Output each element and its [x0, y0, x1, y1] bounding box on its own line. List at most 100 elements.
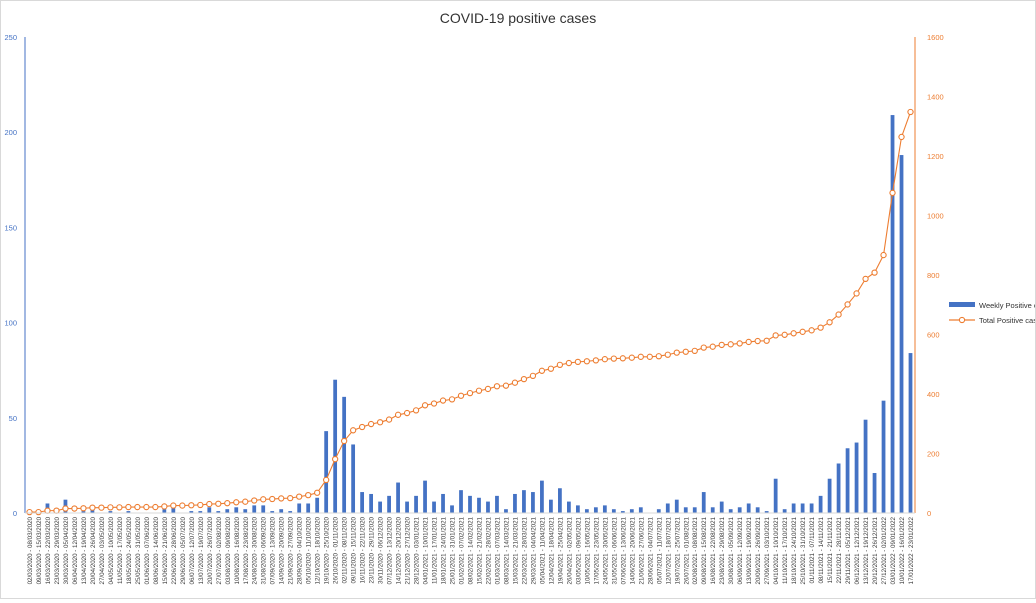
weekly-bar [854, 442, 859, 513]
total-cases-point [898, 133, 905, 141]
total-cases-point [421, 402, 429, 409]
total-cases-point [691, 347, 698, 355]
left-tick-label: 200 [4, 128, 17, 137]
total-cases-point [188, 502, 195, 509]
x-tick-label: 01/03/2021 - 07/03/2021 [494, 516, 501, 584]
x-tick-label: 31/05/2021 - 06/06/2021 [611, 516, 618, 584]
weekly-bar [306, 503, 311, 513]
total-cases-point [367, 420, 375, 428]
total-cases-point [439, 397, 447, 404]
x-tick-label: 29/06/2020 - 05/07/2020 [180, 516, 187, 584]
x-tick-label: 12/10/2020 - 18/10/2020 [315, 516, 322, 584]
weekly-bar [755, 507, 760, 513]
weekly-bar [369, 493, 373, 513]
total-cases-point [323, 476, 330, 484]
weekly-bar [477, 497, 481, 513]
total-cases-point [116, 504, 123, 511]
x-tick-label: 07/09/2020 - 13/09/2020 [270, 516, 277, 584]
total-cases-point [601, 356, 608, 363]
weekly-bar [189, 511, 194, 513]
total-cases-point [538, 367, 546, 374]
x-tick-label: 10/05/2021 - 16/05/2021 [584, 516, 591, 584]
total-cases-point [89, 504, 96, 511]
x-tick-label: 18/05/2020 - 24/05/2020 [126, 516, 133, 584]
x-tick-label: 30/03/2020 - 05/04/2020 [63, 516, 70, 584]
legend: Weekly Positive case Total Positive case… [949, 301, 1036, 325]
x-tick-label: 15/03/2021 - 21/03/2021 [512, 516, 519, 584]
x-tick-label: 06/07/2020 - 12/07/2020 [189, 516, 196, 584]
weekly-bar [773, 478, 778, 513]
x-tick-label: 23/08/2021 - 29/08/2021 [719, 516, 726, 584]
total-cases-point [430, 400, 438, 407]
x-tick-label: 06/04/2020 - 12/04/2020 [72, 516, 79, 584]
weekly-bar [468, 495, 472, 513]
x-tick-label: 27/12/2021 - 02/01/2022 [881, 516, 888, 584]
weekly-bar [279, 509, 284, 513]
weekly-bar [701, 492, 706, 513]
right-tick-label: 400 [927, 390, 940, 399]
total-cases-point [592, 357, 600, 364]
weekly-bar [665, 503, 670, 513]
weekly-bar [441, 493, 445, 513]
x-tick-label: 27/04/2020 - 03/05/2020 [99, 516, 106, 584]
total-cases-point [574, 358, 582, 366]
total-cases-point [610, 355, 617, 362]
x-tick-label: 01/11/2021 - 07/11/2021 [809, 516, 816, 583]
total-cases-point [871, 269, 878, 276]
weekly-bar [297, 503, 302, 513]
x-tick-label: 22/03/2021 - 28/03/2021 [521, 516, 528, 584]
weekly-bar [351, 444, 356, 513]
weekly-bar [872, 473, 877, 513]
weekly-bar [549, 499, 553, 513]
weekly-bar [836, 463, 841, 513]
x-tick-label: 10/08/2020 - 16/08/2020 [234, 516, 241, 584]
x-tick-label: 28/12/2020 - 03/01/2021 [414, 516, 421, 584]
x-tick-label: 11/05/2020 - 17/05/2020 [117, 516, 124, 584]
total-cases-point [718, 341, 725, 349]
weekly-bar [495, 495, 499, 513]
weekly-bar [234, 507, 239, 513]
total-cases-point [233, 499, 240, 506]
x-tick-label: 20/12/2021 - 26/12/2021 [872, 516, 879, 584]
weekly-bar [881, 400, 886, 513]
x-tick-label: 22/06/2020 - 28/06/2020 [171, 516, 178, 584]
total-cases-point [736, 340, 743, 347]
total-cases-point [394, 411, 402, 418]
x-tick-label: 22/02/2021 - 28/02/2021 [485, 516, 492, 584]
x-tick-label: 26/10/2020 - 01/11/2020 [333, 516, 340, 584]
total-cases-point [305, 491, 312, 499]
weekly-bar [575, 505, 580, 513]
x-tick-label: 28/09/2020 - 04/10/2020 [297, 516, 304, 584]
weekly-bar [611, 509, 616, 513]
total-cases-point [817, 324, 824, 331]
total-cases-point [763, 337, 770, 344]
total-cases-point [619, 355, 626, 362]
right-y-axis: 0 200 400 600 800 1000 1200 1400 1600 [914, 33, 944, 518]
total-cases-point [98, 504, 105, 511]
right-tick-label: 1200 [927, 152, 944, 161]
total-cases-point [170, 502, 177, 509]
weekly-bar [342, 396, 347, 513]
x-tick-label: 11/10/2021 - 17/10/2021 [782, 516, 789, 584]
total-cases-point [385, 416, 393, 423]
legend-swatch-weekly [949, 302, 975, 307]
x-tick-label: 13/12/2021 - 19/12/2021 [863, 516, 870, 584]
x-tick-label: 13/04/2020 - 19/04/2020 [81, 516, 88, 584]
weekly-bar [162, 509, 167, 513]
weekly-bar [818, 495, 823, 513]
total-cases-point [826, 319, 833, 326]
total-cases-point [655, 353, 662, 360]
total-cases-point [62, 505, 69, 512]
weekly-bar [567, 501, 571, 513]
weekly-bar [890, 115, 895, 514]
x-tick-label: 18/10/2021 - 24/10/2021 [791, 516, 798, 584]
total-cases-point [44, 507, 51, 514]
weekly-bar [656, 509, 661, 513]
total-cases-point [466, 389, 474, 397]
x-tick-label: 03/01/2022 - 09/01/2022 [890, 516, 897, 584]
total-cases-point [332, 456, 339, 463]
x-tick-label: 17/01/2022 - 23/01/2022 [908, 516, 915, 584]
total-cases-point [403, 409, 411, 417]
total-cases-point [646, 353, 653, 360]
